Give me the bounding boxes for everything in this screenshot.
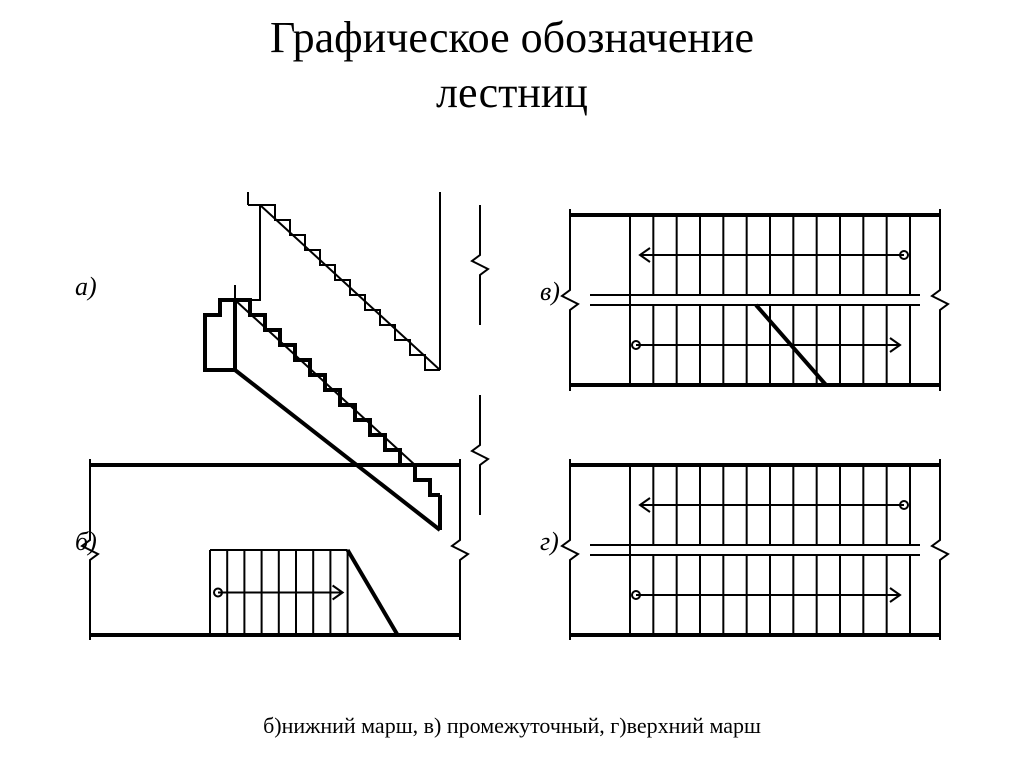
diagram-area: а)в)б)г) [40,170,984,640]
slide-caption: б)нижний марш, в) промежуточный, г)верхн… [0,713,1024,739]
slide: Графическое обозначение лестниц а)в)б)г)… [0,0,1024,767]
svg-text:г): г) [540,527,559,556]
title-line-2: лестниц [436,68,588,117]
slide-title: Графическое обозначение лестниц [0,10,1024,120]
title-line-1: Графическое обозначение [270,13,754,62]
svg-text:в): в) [540,277,560,306]
diagram-svg: а)в)б)г) [40,170,984,640]
svg-text:а): а) [75,272,97,301]
